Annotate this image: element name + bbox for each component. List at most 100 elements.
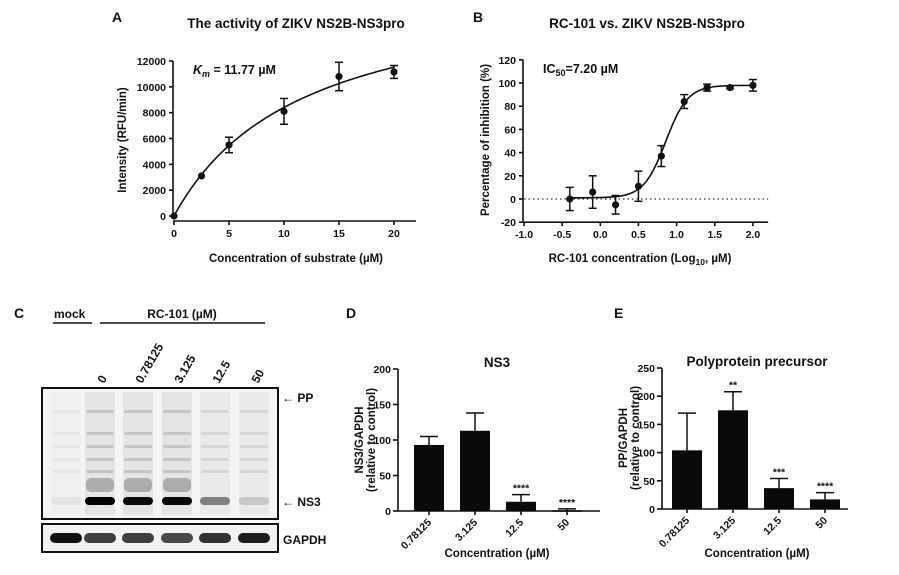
background-band bbox=[201, 432, 229, 435]
x-axis-label: RC-101 concentration (Log10, µM) bbox=[549, 253, 732, 267]
smear-band bbox=[124, 478, 152, 492]
bar bbox=[718, 410, 748, 509]
x-axis-label: Concentration of substrate (µM) bbox=[209, 253, 383, 265]
gapdh-band bbox=[199, 533, 231, 543]
lane-label: 50 bbox=[248, 367, 267, 386]
x-tick-label: 3.125 bbox=[453, 517, 480, 544]
y-tick-label: 150 bbox=[373, 400, 391, 412]
y-axis-label-line1: PP/GAPDH bbox=[618, 408, 630, 468]
blot-main-membrane bbox=[41, 387, 279, 520]
ns3-band bbox=[200, 497, 230, 505]
bar bbox=[672, 450, 702, 509]
background-band bbox=[124, 458, 152, 461]
data-point bbox=[611, 201, 620, 209]
y-tick-label: 10000 bbox=[137, 82, 166, 94]
ic50-annotation: IC50=7.20 µM bbox=[543, 62, 618, 78]
ns3-band bbox=[123, 497, 153, 505]
lane-label: 12.5 bbox=[209, 358, 233, 386]
y-tick-label: 100 bbox=[637, 448, 655, 460]
y-tick-label: 0 bbox=[649, 504, 655, 516]
background-band bbox=[163, 470, 191, 473]
panel-b-inhibition-chart: RC-101 vs. ZIKV NS2B-NS3pro IC50=7.20 µM… bbox=[480, 16, 769, 267]
y-tick-label: 2000 bbox=[143, 185, 167, 197]
data-point bbox=[170, 212, 178, 220]
chart-title: Polyprotein precursor bbox=[686, 354, 828, 369]
chart-title: RC-101 vs. ZIKV NS2B-NS3pro bbox=[549, 16, 745, 31]
data-point bbox=[566, 195, 574, 203]
panel-label-e: E bbox=[614, 305, 623, 321]
smear-band bbox=[163, 478, 191, 492]
y-tick-label: 40 bbox=[504, 148, 516, 160]
background-band bbox=[201, 445, 229, 448]
data-point bbox=[225, 141, 233, 149]
x-axis-label: Concentration (µM) bbox=[444, 548, 549, 560]
background-band bbox=[163, 458, 191, 461]
lane-smear bbox=[123, 392, 153, 515]
y-axis-label: Percentage of inhibition (%) bbox=[480, 64, 492, 216]
x-tick-label: 20 bbox=[388, 228, 400, 240]
gapdh-band bbox=[238, 533, 270, 543]
gapdh-marker: GAPDH bbox=[283, 533, 326, 547]
mock-label: mock bbox=[54, 307, 86, 321]
background-band bbox=[163, 445, 191, 448]
smear-band bbox=[86, 478, 114, 492]
gapdh-band bbox=[84, 533, 116, 543]
background-band bbox=[240, 410, 268, 413]
lane-label: 3.125 bbox=[171, 352, 198, 385]
x-tick-label: 50 bbox=[813, 515, 830, 532]
data-point bbox=[390, 68, 398, 76]
y-tick-label: 0 bbox=[385, 506, 391, 518]
panel-d-ns3-bar-chart: NS3 Concentration (µM) NS3/GAPDH (relati… bbox=[354, 355, 600, 560]
data-point bbox=[634, 182, 643, 190]
background-band bbox=[124, 432, 152, 435]
x-tick-label: 0.78125 bbox=[657, 515, 692, 550]
background-band bbox=[52, 432, 80, 435]
data-point bbox=[749, 81, 757, 89]
panel-label-c: C bbox=[14, 305, 24, 321]
ns3-band bbox=[85, 497, 115, 505]
significance-marker: ** bbox=[729, 380, 738, 392]
gapdh-band bbox=[122, 533, 154, 543]
background-band bbox=[86, 410, 114, 413]
x-tick-label: 1.0 bbox=[669, 229, 684, 241]
km-annotation: Km = 11.77 µM bbox=[193, 63, 276, 79]
background-band bbox=[240, 458, 268, 461]
x-tick-label: -1.0 bbox=[515, 229, 533, 241]
lane-smear bbox=[200, 392, 230, 515]
y-tick-label: 100 bbox=[498, 78, 516, 90]
y-tick-label: 150 bbox=[637, 419, 655, 431]
lane-label: 0 bbox=[94, 372, 110, 385]
background-band bbox=[52, 410, 80, 413]
background-band bbox=[124, 445, 152, 448]
background-band bbox=[86, 470, 114, 473]
bar bbox=[506, 501, 536, 511]
panel-label-b: B bbox=[473, 9, 483, 25]
y-tick-label: 80 bbox=[504, 101, 516, 113]
panel-label-a: A bbox=[112, 9, 122, 25]
x-tick-label: 15 bbox=[333, 228, 345, 240]
y-tick-label: 8000 bbox=[143, 108, 167, 120]
bar bbox=[460, 430, 490, 511]
data-point bbox=[335, 72, 343, 81]
bar bbox=[414, 444, 444, 511]
y-tick-label: 4000 bbox=[143, 159, 167, 171]
background-band bbox=[163, 410, 191, 413]
x-tick-label: 50 bbox=[555, 517, 572, 534]
background-band bbox=[240, 432, 268, 435]
y-tick-label: -20 bbox=[501, 217, 516, 229]
y-tick-label: 20 bbox=[504, 171, 516, 183]
y-tick-label: 6000 bbox=[143, 134, 167, 146]
background-band bbox=[124, 410, 152, 413]
data-point bbox=[197, 172, 206, 180]
data-point bbox=[589, 188, 597, 196]
background-band bbox=[201, 470, 229, 473]
y-tick-label: 50 bbox=[379, 471, 391, 483]
background-band bbox=[86, 432, 114, 435]
y-tick-label: 12000 bbox=[137, 56, 166, 68]
y-axis-label: Intensity (RFU/min) bbox=[117, 87, 129, 193]
y-tick-label: 200 bbox=[637, 391, 655, 403]
chart-title: NS3 bbox=[484, 355, 511, 370]
significance-marker: **** bbox=[817, 481, 834, 493]
background-band bbox=[240, 470, 268, 473]
data-point bbox=[726, 84, 734, 92]
